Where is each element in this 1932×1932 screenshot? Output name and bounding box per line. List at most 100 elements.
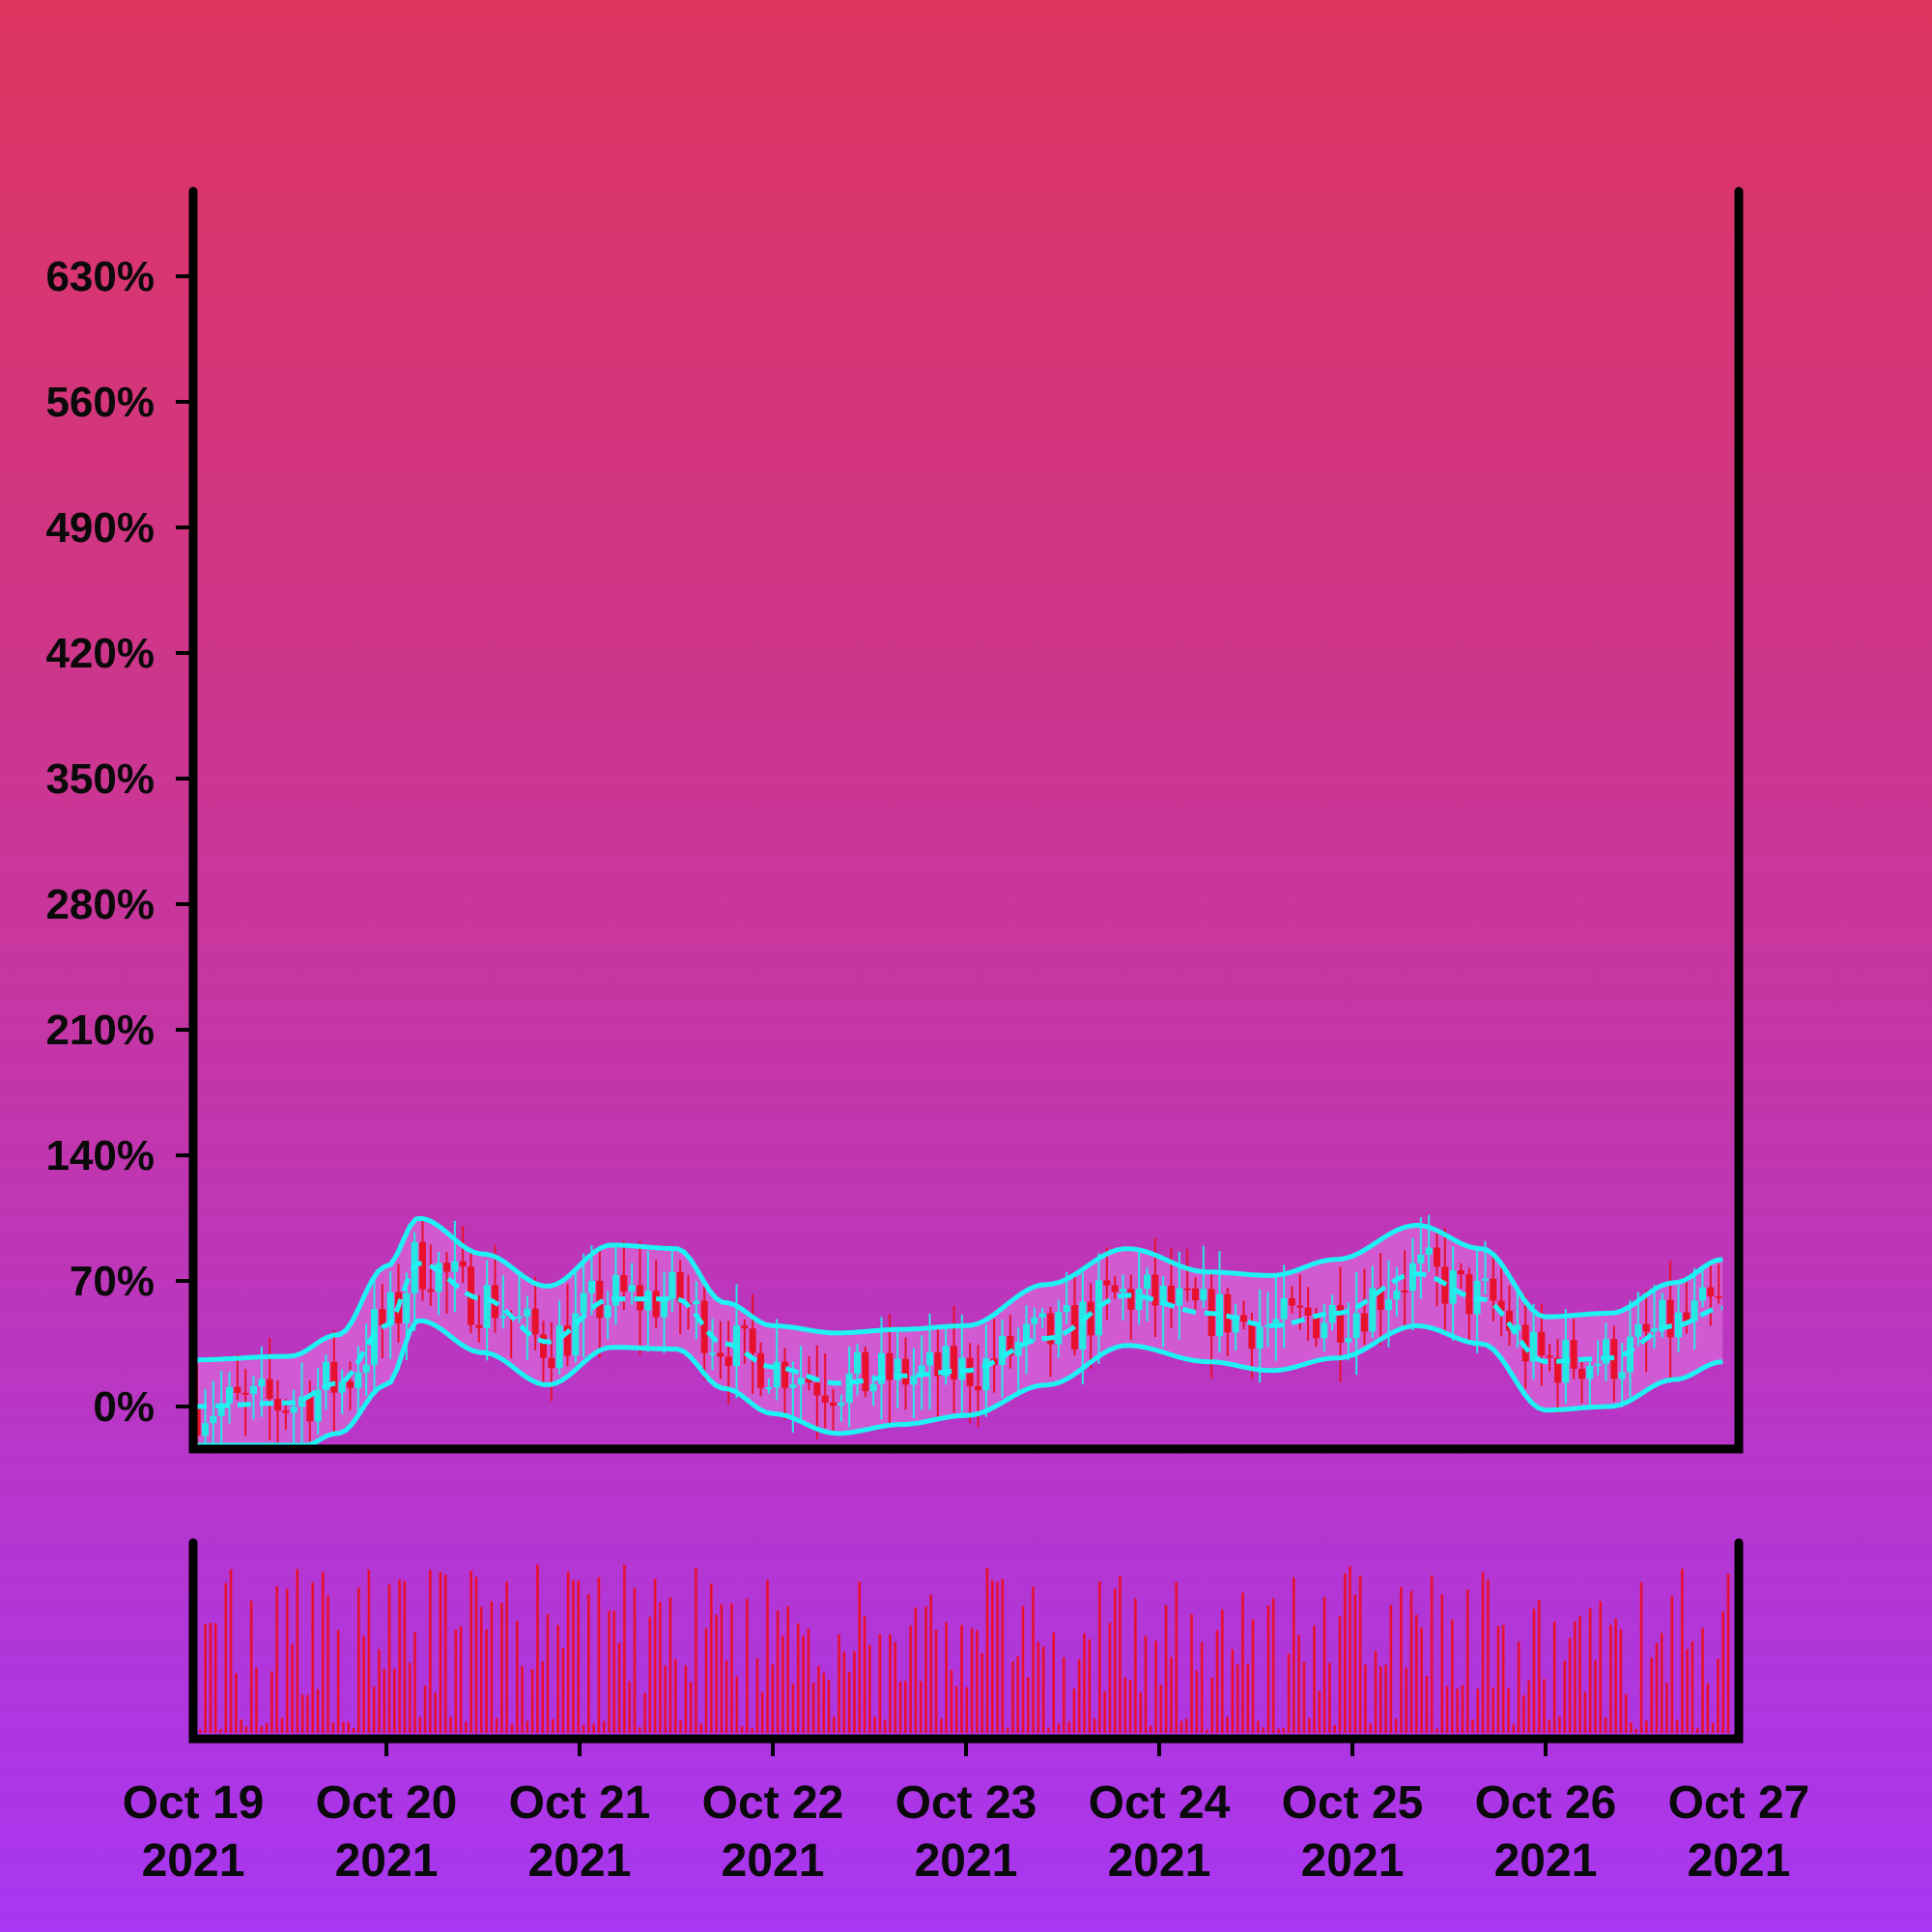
volume-bar	[1527, 1680, 1530, 1733]
candle-body	[1183, 1288, 1191, 1291]
candle	[781, 1348, 788, 1420]
volume-bar	[1206, 1729, 1208, 1733]
candle-body	[234, 1386, 242, 1393]
candle-body	[975, 1385, 981, 1391]
candle-body	[902, 1358, 909, 1385]
volume-bar	[878, 1634, 882, 1733]
candle-body	[830, 1402, 837, 1406]
candle	[1707, 1262, 1715, 1326]
candle	[668, 1247, 676, 1312]
volume-bar	[689, 1681, 693, 1733]
candle-body	[1159, 1285, 1167, 1306]
candle	[1546, 1343, 1553, 1372]
volume-bar	[1349, 1566, 1351, 1733]
volume-bar	[1103, 1690, 1106, 1733]
volume-bar	[1154, 1640, 1157, 1733]
candle-body	[1063, 1305, 1070, 1313]
volume-bar	[730, 1603, 733, 1733]
volume-bar	[1630, 1722, 1633, 1733]
volume-bar	[1420, 1627, 1423, 1733]
volume-bar	[1374, 1651, 1378, 1733]
candle	[1289, 1286, 1295, 1314]
volume-bar	[479, 1606, 483, 1733]
candle	[749, 1294, 756, 1394]
candle-body	[1352, 1313, 1360, 1339]
candle	[1216, 1251, 1223, 1353]
candle	[1264, 1292, 1271, 1348]
volume-bar	[1670, 1596, 1674, 1733]
candle-body	[1304, 1307, 1312, 1316]
candle-body	[781, 1361, 788, 1388]
x-tick-label-year: 2021	[1688, 1835, 1791, 1887]
volume-bar	[413, 1632, 416, 1733]
candle-body	[862, 1351, 869, 1392]
volume-bar	[720, 1604, 724, 1733]
volume-bar	[1517, 1641, 1520, 1733]
candle-body	[451, 1261, 459, 1272]
candle	[1095, 1253, 1102, 1364]
candle	[250, 1376, 257, 1420]
axes	[188, 186, 1744, 1744]
volume-bar	[536, 1564, 539, 1733]
candle-body	[604, 1305, 611, 1319]
x-tick-label-year: 2021	[1301, 1835, 1405, 1887]
volume-bar	[659, 1602, 662, 1733]
candle-body	[1659, 1299, 1666, 1329]
volume-bar	[566, 1572, 570, 1733]
candle-body	[821, 1395, 829, 1403]
y-tick-label: 630%	[45, 253, 155, 300]
candle	[1014, 1327, 1022, 1397]
candle-body	[1651, 1328, 1658, 1332]
candle	[1159, 1276, 1167, 1348]
candle-body	[661, 1298, 668, 1318]
candle	[347, 1361, 354, 1410]
volume-bar	[1052, 1633, 1056, 1733]
volume-bar	[213, 1623, 217, 1733]
volume-bar	[459, 1626, 463, 1733]
volume-bar	[827, 1680, 831, 1733]
volume-bar	[1389, 1605, 1393, 1733]
volume-bar	[1231, 1649, 1235, 1733]
volume-bar	[582, 1724, 585, 1733]
volume-bar	[802, 1635, 805, 1733]
volume-bar	[1578, 1616, 1581, 1733]
candle	[628, 1263, 636, 1305]
volume-bar	[1287, 1653, 1291, 1733]
volume-bar	[367, 1569, 371, 1733]
bollinger-lines	[193, 1215, 1723, 1448]
volume-bar	[300, 1694, 304, 1733]
x-tick-label-date: Oct 27	[1668, 1777, 1810, 1829]
candle-body	[250, 1385, 257, 1394]
volume-bar	[521, 1665, 524, 1733]
volume-bar	[592, 1723, 595, 1733]
volume-bar	[1507, 1688, 1510, 1733]
candle-body	[1289, 1297, 1295, 1306]
x-tick-label-date: Oct 25	[1282, 1777, 1424, 1829]
volume-bar	[996, 1581, 999, 1733]
volume-bar	[321, 1572, 325, 1733]
candle-body	[806, 1378, 812, 1383]
candle-body	[524, 1308, 531, 1317]
volume-bar	[602, 1720, 606, 1733]
volume-bar	[919, 1681, 923, 1733]
volume-bar	[1451, 1619, 1454, 1733]
candle	[1111, 1275, 1119, 1299]
candle	[644, 1251, 652, 1352]
volume-bar	[1435, 1728, 1438, 1733]
volume-bar	[505, 1581, 508, 1733]
volume-bar	[1200, 1641, 1204, 1733]
volume-bar	[1353, 1594, 1357, 1733]
volume-bar	[1164, 1605, 1168, 1733]
volume-bar	[1384, 1664, 1387, 1733]
candle-body	[596, 1280, 604, 1319]
candle-body	[886, 1352, 894, 1380]
volume-bar	[418, 1717, 422, 1733]
volume-bar	[572, 1579, 575, 1733]
candle-body	[797, 1378, 805, 1385]
candle-body	[1497, 1300, 1505, 1311]
candle-body	[1256, 1326, 1264, 1350]
candle-body	[1232, 1315, 1239, 1333]
candle	[1240, 1300, 1247, 1330]
candle-body	[717, 1352, 724, 1357]
volume-bar	[449, 1717, 452, 1733]
